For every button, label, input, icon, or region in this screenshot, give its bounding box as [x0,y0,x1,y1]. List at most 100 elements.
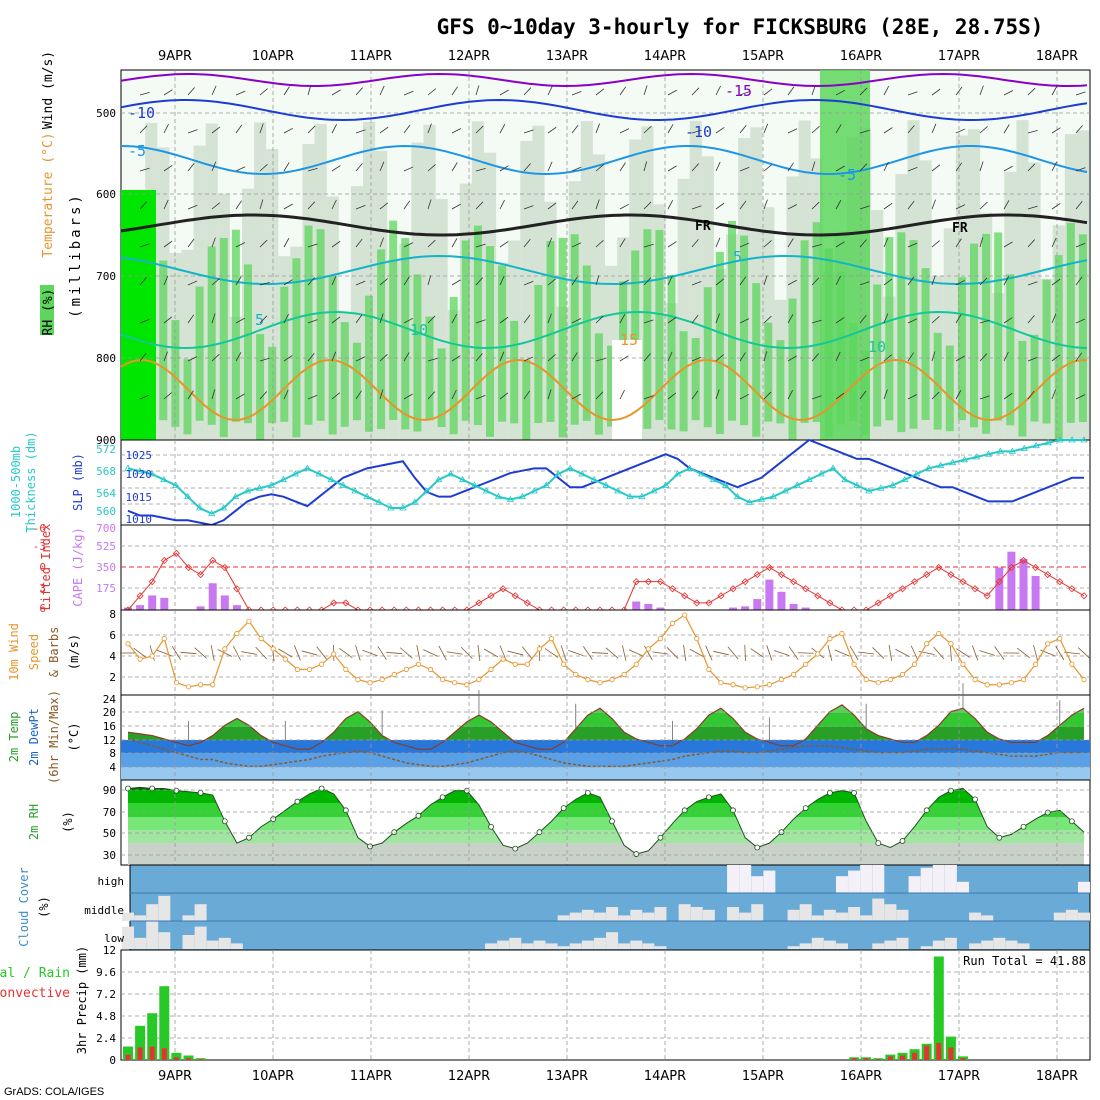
surface-wind-barb [750,648,765,658]
cloud-bar [872,898,885,921]
cape-bar [1031,576,1040,610]
wind-barb [859,356,870,362]
cloud-bar [823,909,836,921]
wind-barb [403,317,414,324]
tick-label: 90 [103,784,116,797]
cloud-bar [727,907,740,921]
wind-barb [787,204,798,210]
wind-barb [739,318,750,324]
thickness-marker [339,481,347,488]
lifted-marker [136,592,144,600]
wind-barb [835,124,842,134]
date-label-bottom: 14APR [644,1069,686,1084]
surface-wind-barb [133,647,147,659]
wind-barb [619,314,626,324]
cloud-bar [158,895,171,921]
wind-barb [523,205,534,210]
thickness-marker [518,492,527,500]
rh-marker [875,840,882,847]
date-label-bottom: 10APR [252,1069,294,1084]
cloud-bar [630,940,643,949]
lifted-marker [1007,563,1015,572]
wind-barb [331,351,337,362]
cloud-bar [146,921,159,949]
thickness-ylabel-2: Thickness (dm) [24,431,38,532]
wind-barb [907,318,918,324]
wind-barb [571,276,578,286]
rh-marker [633,851,640,857]
wind-barb [451,203,461,210]
rh-marker [851,789,857,796]
surface-wind-barb [888,645,893,661]
rh-column-moist [207,246,216,425]
cloud-bar [981,915,994,921]
rh-column-moist [909,240,918,429]
rh-column-moist [1054,255,1063,440]
lifted-marker [802,585,810,593]
precip-legend-total: Total / Rain [0,966,70,981]
rh-column-moist [764,322,773,422]
rh-band [128,830,1084,843]
wind-speed-marker [936,630,942,637]
rh-column-moist [594,333,603,435]
rh-column-moist [461,240,470,421]
thickness-marker [757,495,766,502]
wind-barb [499,316,509,324]
wind-barb [1075,318,1086,324]
wind-barb [283,279,293,286]
surface-wind-barb [591,652,608,654]
lifted-marker [693,599,701,607]
upper-ylabel-units: (millibars) [68,192,84,318]
wind-barb [259,199,264,210]
wind-barb [1027,315,1035,324]
rh-column-moist [982,233,991,434]
surface-wind-barb [278,648,293,658]
tick-label: 700 [96,522,116,535]
wind-speed-marker [185,684,192,690]
tick-label: 800 [96,352,116,365]
cape-bar [741,606,750,610]
wind-barb [235,317,245,324]
wind-barb [235,242,246,248]
surface-wind-barb [446,651,463,655]
wind-unit: (m/s) [67,634,81,670]
tick-label: high [98,875,125,888]
thickness-marker [614,487,622,494]
rh-column-moist [546,241,555,422]
wind-barb [547,85,553,96]
surface-wind-barb [773,650,790,656]
wind-speed-marker [173,680,180,686]
wind-barb [1075,242,1086,248]
rh-marker [512,845,519,852]
surface-wind-barb [377,646,387,660]
date-label-bottom: 9APR [158,1069,192,1084]
wind-barb [1051,354,1061,362]
wind-barb [355,205,366,210]
wind-barb [1051,389,1056,400]
wind-barb [379,126,389,134]
wind-barb [499,199,505,210]
temp-contour-15 [120,358,1088,422]
precip-panel: 129.67.24.82.40 Total / Rain Convective … [0,944,1091,1067]
precip-ticks: 12 9.6 7.2 4.8 2.4 0 [96,944,116,1067]
date-label-top: 13APR [546,49,588,64]
wind-barb [955,238,962,248]
rh-column-moist [183,359,192,435]
wind-barb [715,313,720,324]
wind-barb [427,357,438,362]
wind-barb [1003,165,1013,172]
precip-legend-convective: Convective [0,986,70,1001]
thickness-marker [219,504,228,511]
wind-barb [283,355,293,362]
wind-barb [643,243,654,248]
surface-wind-barb [949,644,952,662]
wind-barb [1027,163,1036,172]
wind-barb [931,88,941,96]
wind-ylabel: 10m Wind [7,623,21,681]
wind-barb [595,275,600,286]
rh-marker [560,805,567,812]
wind-barb [163,123,169,134]
wind-barb [643,161,648,172]
rh-marker [584,789,591,796]
tick-label: 12 [103,734,116,747]
